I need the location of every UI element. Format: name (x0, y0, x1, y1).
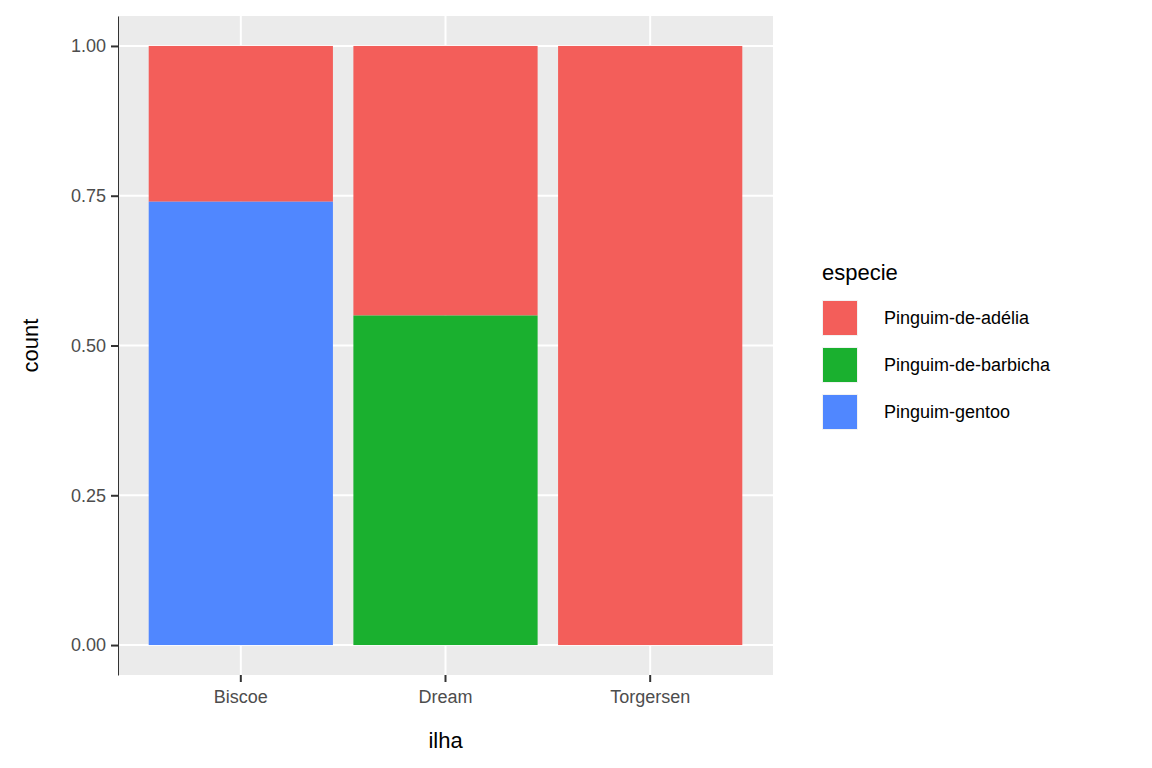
x-tick-label: Torgersen (610, 687, 690, 707)
y-tick-mark (111, 495, 118, 497)
grid (118, 16, 773, 675)
legend-label: Pinguim-de-adélia (884, 308, 1030, 328)
y-tick-label: 0.50 (71, 336, 106, 356)
x-tick-mark (240, 675, 242, 682)
panel-background (118, 16, 773, 675)
bar-segment (149, 202, 333, 645)
y-axis-title: count (18, 319, 43, 373)
y-tick-label: 0.75 (71, 186, 106, 206)
x-axis-title: ilha (428, 728, 463, 753)
x-tick: Torgersen (610, 675, 690, 707)
legend-key-background (822, 394, 858, 430)
legend-key (823, 348, 857, 382)
y-tick-label: 1.00 (71, 36, 106, 56)
bar-segment (558, 46, 742, 645)
chart: 0.00 0.25 0.50 0.75 1.00 Biscoe Dream Torgersen… (0, 0, 1152, 768)
y-axis-line (118, 17, 119, 676)
legend-key (823, 301, 857, 335)
bar-segment (353, 46, 537, 316)
legend-title: especie (822, 260, 898, 285)
y-tick-mark (111, 345, 118, 347)
y-tick: 0.25 (71, 486, 118, 506)
bar-segment (353, 645, 537, 646)
legend-label: Pinguim-de-barbicha (884, 355, 1051, 375)
y-tick-label: 0.00 (71, 635, 106, 655)
y-tick: 0.00 (71, 635, 118, 655)
bars (149, 46, 743, 645)
bar-segment (353, 316, 537, 645)
y-tick-mark (111, 195, 118, 197)
legend-key-background (822, 300, 858, 336)
y-axis: 0.00 0.25 0.50 0.75 1.00 (71, 17, 119, 676)
bar-segment (558, 645, 742, 646)
y-tick-mark (111, 645, 118, 647)
y-tick: 0.75 (71, 186, 118, 206)
x-tick-label: Biscoe (214, 687, 268, 707)
x-tick-mark (445, 675, 447, 682)
legend-key (823, 395, 857, 429)
legend-label: Pinguim-gentoo (884, 402, 1010, 422)
x-tick-mark (649, 675, 651, 682)
y-tick-label: 0.25 (71, 486, 106, 506)
bar-segment (558, 645, 742, 646)
x-tick: Dream (418, 675, 472, 707)
x-tick-label: Dream (418, 687, 472, 707)
bar-segment (149, 46, 333, 202)
y-tick-mark (111, 45, 118, 47)
y-tick: 0.50 (71, 336, 118, 356)
legend: especie Pinguim-de-adélia Pinguim-de-barbi… (822, 260, 1051, 430)
legend-key-background (822, 347, 858, 383)
x-tick: Biscoe (214, 675, 268, 707)
x-axis: Biscoe Dream Torgersen (214, 675, 690, 707)
y-tick: 1.00 (71, 36, 118, 56)
